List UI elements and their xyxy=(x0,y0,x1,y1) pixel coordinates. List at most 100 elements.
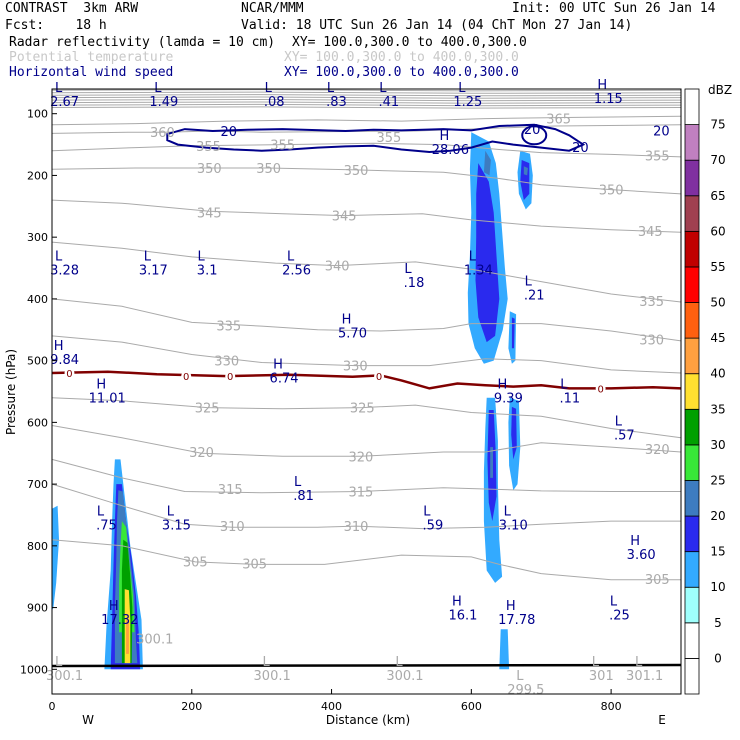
theta-label: 345 xyxy=(638,225,663,240)
surface-theta-marker: L xyxy=(55,655,63,670)
x-axis-label: Distance (km) xyxy=(326,713,410,727)
x-tick-label: 600 xyxy=(461,700,482,713)
theta-line xyxy=(51,241,682,303)
surface-theta-value: 301 xyxy=(589,669,614,684)
theta-line xyxy=(51,94,682,97)
colorbar-swatch xyxy=(684,159,700,197)
theta-line xyxy=(51,142,682,158)
colorbar-swatch xyxy=(684,230,700,268)
field-reflectivity: Radar reflectivity (lamda = 10 cm) xyxy=(9,35,276,50)
theta-line xyxy=(51,91,682,94)
wind-extremum-value: 1.15 xyxy=(594,92,623,107)
y-tick-label: 900 xyxy=(27,602,48,615)
theta-label: 325 xyxy=(350,402,375,417)
isotherm-label-bg xyxy=(595,383,606,394)
theta-line xyxy=(51,101,682,104)
wind-extremum-value: .41 xyxy=(379,95,400,110)
echo-area xyxy=(483,150,491,176)
y-tick-label: 1000 xyxy=(20,663,48,676)
wind-extremum-value: .83 xyxy=(326,95,347,110)
colorbar-label: 60 xyxy=(710,224,725,238)
y-tick-label: 700 xyxy=(27,478,48,491)
colorbar-unit: dBZ xyxy=(708,83,732,97)
wind-extremum-value: .25 xyxy=(609,609,630,624)
wind-extremum-value: 3.1 xyxy=(197,264,218,279)
zero-isotherm: 0 0 0 0 0 xyxy=(51,367,682,395)
wind-extremum-value: .81 xyxy=(293,489,314,504)
surface-theta-marker: L xyxy=(516,669,524,684)
xy-reflectivity: XY= 100.0,300.0 to 400.0,300.0 xyxy=(292,35,527,50)
colorbar-swatch xyxy=(684,622,700,659)
theta-label: 355 xyxy=(270,139,295,154)
colorbar-label: 50 xyxy=(710,296,725,310)
colorbar-label: 30 xyxy=(710,438,725,452)
wind-extremum-value: 2.56 xyxy=(282,264,311,279)
center-label: NCAR/MMM xyxy=(241,1,304,16)
wind-extremum-marker: H xyxy=(273,358,283,373)
colorbar-swatch xyxy=(684,658,700,695)
wind-extremum-value: .57 xyxy=(614,428,635,443)
theta-label: 320 xyxy=(348,450,373,465)
wind-extremum-marker: L xyxy=(198,250,206,265)
wind-extremum-value: 3.15 xyxy=(162,519,191,534)
colorbar-swatch xyxy=(684,480,700,517)
colorbar-swatch xyxy=(684,88,700,125)
wind-contour-label: 20 xyxy=(653,124,670,139)
theta-label: 325 xyxy=(195,402,220,417)
echo-area xyxy=(475,163,500,343)
wind-extremum-marker: L xyxy=(404,262,412,277)
theta-label: 330 xyxy=(214,355,239,370)
colorbar-swatch xyxy=(684,124,700,161)
wind-extremum-marker: L xyxy=(469,250,477,265)
theta-line xyxy=(51,124,682,134)
theta-label: 310 xyxy=(220,520,245,535)
wind-extremum-marker: H xyxy=(452,595,462,610)
wind-contours xyxy=(166,123,586,154)
y-tick-label: 200 xyxy=(27,169,48,182)
wind-extremum-value: .21 xyxy=(524,288,545,303)
theta-label: 305 xyxy=(645,573,670,588)
theta-label: 320 xyxy=(189,446,214,461)
surface-theta-value: 300.1 xyxy=(46,669,83,684)
wind-extremum-value: 16.1 xyxy=(448,609,477,624)
wind-extremum-value: 11.01 xyxy=(89,391,126,406)
wind-extremum-marker: L xyxy=(287,250,295,265)
y-tick-label: 400 xyxy=(27,293,48,306)
y-tick-label: 500 xyxy=(27,355,48,368)
y-axis-label: Pressure (hPa) xyxy=(4,349,18,435)
echo-area xyxy=(511,317,515,349)
wind-extremum-marker: L xyxy=(55,250,63,265)
wind-20-contour xyxy=(166,123,586,154)
wind-extremum-value: 2.67 xyxy=(50,95,79,110)
surface-theta-value: 301.1 xyxy=(626,669,663,684)
reflectivity-shading xyxy=(52,132,533,670)
wind-extremum-value: 5.70 xyxy=(338,327,367,342)
wind-contour-label: 20 xyxy=(221,125,238,140)
theta-label: 335 xyxy=(639,295,664,310)
model-label: CONTRAST 3km ARW xyxy=(5,1,139,16)
wind-extremum-value: 9.39 xyxy=(494,391,523,406)
theta-line xyxy=(51,539,681,581)
theta-label: 300.1 xyxy=(136,632,173,647)
wind-extremum-marker: L xyxy=(423,505,431,520)
y-tick-label: 100 xyxy=(27,108,48,121)
wind-extremum-value: 1.49 xyxy=(149,95,178,110)
theta-label: 310 xyxy=(344,520,369,535)
wind-extremum-value: .75 xyxy=(96,519,117,534)
wind-extremum-value: 3.60 xyxy=(627,548,656,563)
colorbar-swatch xyxy=(684,266,700,303)
wind-extremum-marker: H xyxy=(96,377,106,392)
wind-extremum-marker: H xyxy=(630,534,640,549)
field-wind: Horizontal wind speed xyxy=(9,65,174,80)
valid-time: Valid: 18 UTC Sun 26 Jan 14 (04 ChT Mon … xyxy=(241,18,633,33)
x-tick-label: 800 xyxy=(601,700,622,713)
colorbar-swatch xyxy=(684,408,700,446)
isotherm-label: 0 xyxy=(227,372,233,383)
wind-extremum-marker: L xyxy=(504,505,512,520)
theta-line xyxy=(51,458,681,494)
surface-theta-value: 299.5 xyxy=(507,683,544,698)
y-tick-label: 600 xyxy=(27,416,48,429)
wind-extremum-value: 17.78 xyxy=(498,613,535,628)
